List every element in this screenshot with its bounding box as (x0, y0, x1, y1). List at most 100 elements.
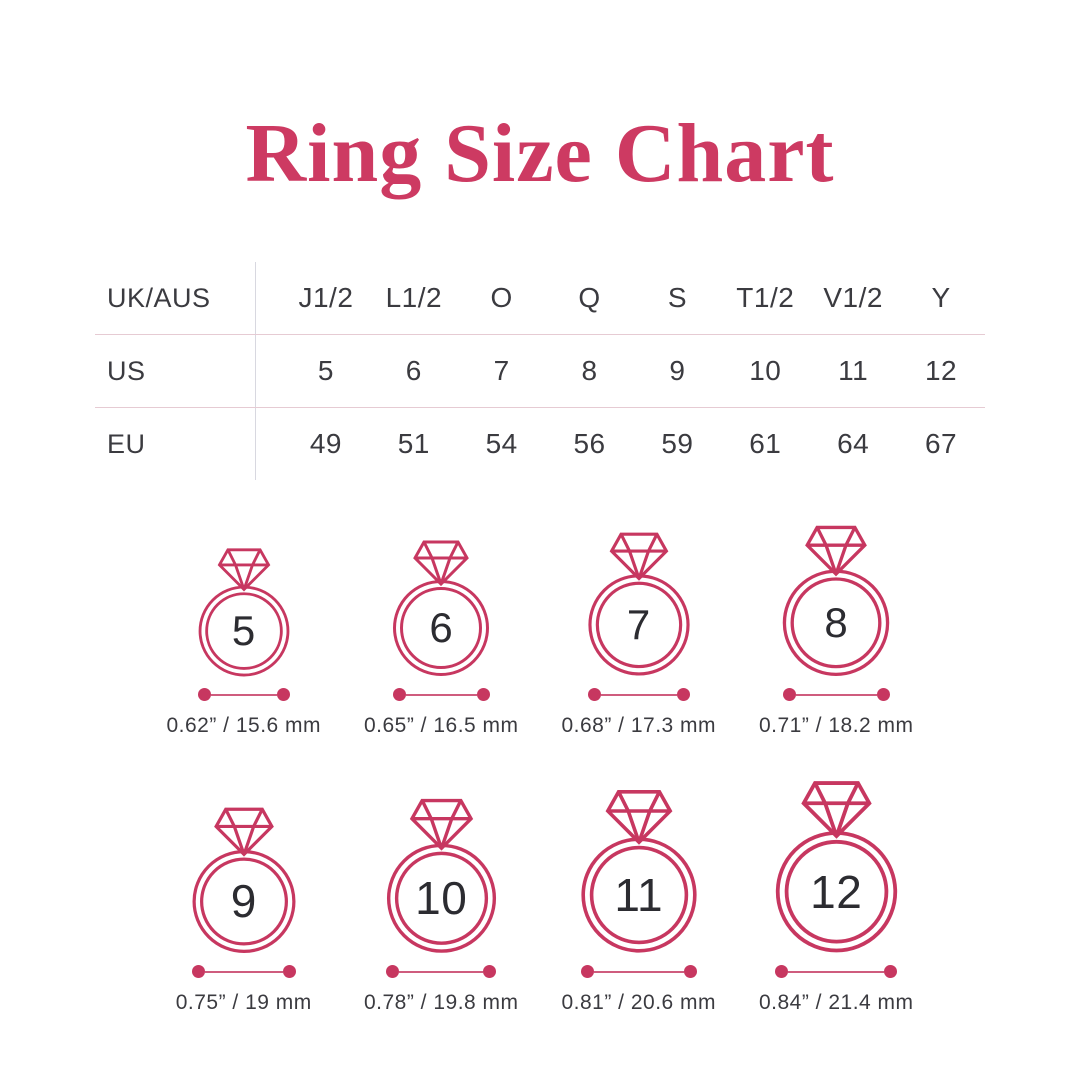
diamond-ring-icon: 7 (581, 530, 697, 678)
measure-line (210, 693, 277, 696)
measure-line (405, 693, 477, 696)
size-value: J1/2 (298, 282, 354, 313)
ring-art-box: 12 (767, 775, 906, 955)
row-label-eu: EU (107, 428, 146, 459)
ring-art-box: 11 (573, 775, 705, 955)
size-value: 7 (493, 355, 510, 386)
ring-figure-size-6: 6 0.65” / 16.5 mm (343, 520, 541, 741)
ring-us-size: 6 (429, 604, 454, 652)
size-value: 9 (669, 355, 686, 386)
size-value: 61 (749, 428, 782, 459)
ring-art-box: 5 (192, 520, 296, 678)
ring-us-size: 5 (231, 606, 256, 654)
diamond-ring-icon: 5 (192, 546, 296, 678)
diameter-measure-line (197, 688, 290, 701)
diameter-measure-line (782, 688, 890, 701)
size-value: L1/2 (385, 282, 443, 313)
ring-figure-size-7: 7 0.68” / 17.3 mm (540, 520, 738, 741)
diameter-measure-line (386, 965, 497, 978)
row-label-uk-aus: UK/AUS (107, 282, 211, 313)
measure-dot-left (392, 688, 406, 701)
size-value: 56 (573, 428, 606, 459)
diameter-measure-line (392, 688, 490, 701)
size-value: O (490, 282, 513, 313)
size-value: 12 (924, 355, 958, 386)
measure-dot-left (580, 965, 594, 978)
size-value: 49 (309, 428, 343, 459)
size-value: 5 (317, 355, 334, 386)
row-values-eu: 49 51 54 56 59 61 64 67 (255, 408, 985, 480)
measure-dot-left (191, 965, 205, 978)
ring-art-box: 6 (386, 520, 496, 678)
size-value: 10 (749, 355, 782, 386)
measure-dot-left (197, 688, 211, 701)
diamond-ring-icon: 9 (185, 805, 303, 955)
diameter-label: 0.84” / 21.4 mm (758, 991, 914, 1014)
table-row-eu: EU 49 51 54 56 59 61 64 67 (95, 408, 985, 480)
measure-line (204, 970, 283, 973)
measure-line (788, 970, 885, 973)
measure-dot-left (587, 688, 601, 701)
ring-figures-row-1: 5 0.62” / 15.6 mm (145, 520, 935, 741)
measure-dot-right (683, 965, 697, 978)
measure-line (593, 970, 684, 973)
table-row-uk-aus: UK/AUS J1/2 L1/2 O Q S T1/2 V1/2 Y (95, 262, 985, 335)
diamond-ring-icon: 12 (767, 778, 906, 955)
size-conversion-table: UK/AUS J1/2 L1/2 O Q S T1/2 V1/2 Y US 5 … (95, 262, 985, 480)
diameter-measure-line (587, 688, 690, 701)
size-value: S (667, 282, 688, 313)
size-value: 64 (837, 428, 870, 459)
ring-art-box: 10 (379, 775, 504, 955)
diameter-label: 0.68” / 17.3 mm (561, 714, 717, 737)
page-title: Ring Size Chart (245, 107, 835, 200)
ring-us-size: 8 (824, 598, 849, 646)
ring-figure-size-9: 9 0.75” / 19 mm (145, 775, 343, 1018)
ring-figure-size-10: 10 0.78” / 19.8 mm (343, 775, 541, 1018)
diameter-label: 0.65” / 16.5 mm (363, 714, 519, 737)
ring-us-size: 7 (626, 601, 651, 649)
ring-figure-size-8: 8 0.71” / 18.2 mm (738, 520, 936, 741)
ring-us-size: 9 (230, 875, 257, 928)
ring-us-size: 12 (810, 865, 863, 918)
size-value: 59 (661, 428, 694, 459)
ring-art-box: 8 (775, 520, 897, 678)
measure-dot-right (476, 688, 490, 701)
ring-figure-size-5: 5 0.62” / 15.6 mm (145, 520, 343, 741)
row-label-us: US (107, 355, 146, 386)
diamond-ring-icon: 11 (573, 787, 705, 955)
size-value: 67 (924, 428, 958, 459)
size-value: Q (578, 282, 601, 313)
row-values-uk-aus: J1/2 L1/2 O Q S T1/2 V1/2 Y (255, 262, 985, 334)
size-value: 51 (397, 428, 430, 459)
size-value: 6 (405, 355, 422, 386)
ring-figures-row-2: 9 0.75” / 19 mm (145, 775, 935, 1018)
diameter-label: 0.71” / 18.2 mm (758, 714, 914, 737)
diamond-ring-icon: 6 (386, 538, 496, 678)
measure-line (795, 693, 877, 696)
table-row-us: US 5 6 7 8 9 10 11 12 (95, 335, 985, 408)
diamond-ring-icon: 10 (379, 796, 504, 955)
measure-line (399, 970, 484, 973)
measure-dot-left (386, 965, 400, 978)
diameter-measure-line (580, 965, 697, 978)
ring-us-size: 10 (415, 872, 468, 925)
row-values-us: 5 6 7 8 9 10 11 12 (255, 335, 985, 407)
measure-line (600, 693, 677, 696)
size-value: T1/2 (736, 282, 795, 313)
measure-dot-right (876, 688, 890, 701)
measure-dot-right (276, 688, 290, 701)
diameter-label: 0.78” / 19.8 mm (363, 991, 519, 1014)
measure-dot-right (282, 965, 296, 978)
diameter-measure-line (191, 965, 296, 978)
measure-dot-left (782, 688, 796, 701)
size-value: Y (931, 282, 951, 313)
measure-dot-right (676, 688, 690, 701)
size-value: 54 (485, 428, 518, 459)
diameter-label: 0.75” / 19 mm (175, 991, 312, 1014)
measure-dot-left (775, 965, 789, 978)
size-value: V1/2 (823, 282, 883, 313)
ring-figure-size-12: 12 0.84” / 21.4 mm (738, 775, 936, 1018)
diameter-label: 0.62” / 15.6 mm (166, 714, 322, 737)
diamond-ring-icon: 8 (775, 523, 897, 678)
